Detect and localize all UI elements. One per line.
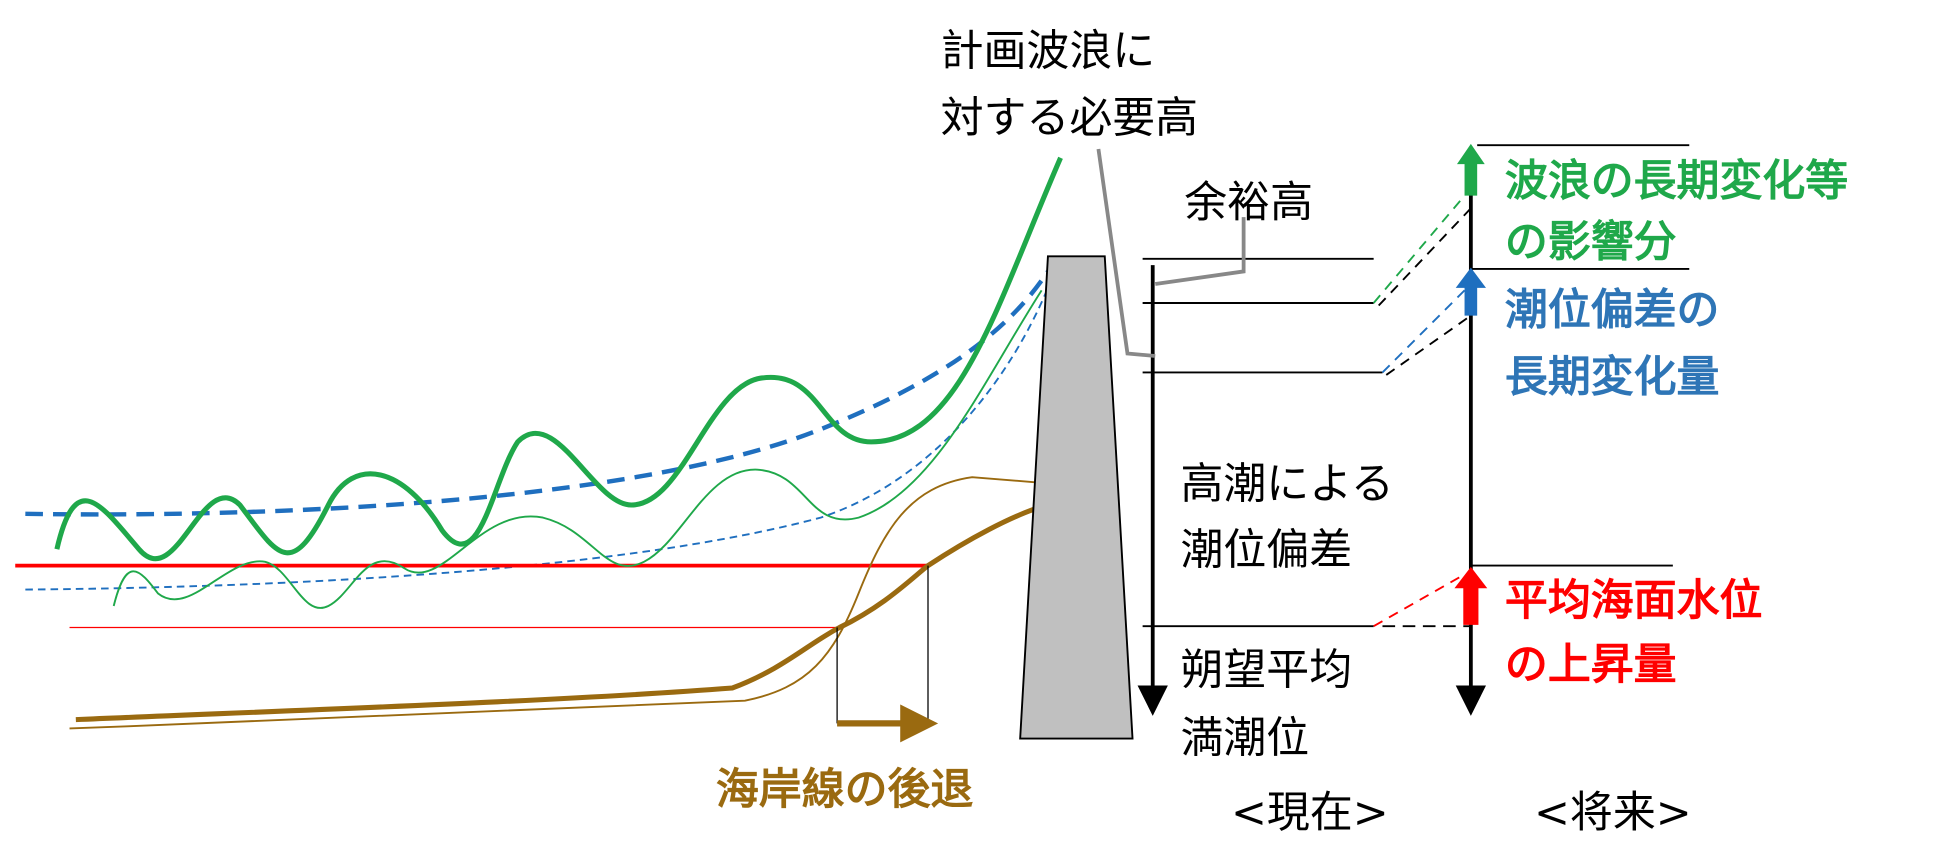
label: 潮位偏差 <box>1180 525 1352 575</box>
label: の上昇量 <box>1505 640 1677 690</box>
label: 余裕高 <box>1184 178 1313 228</box>
seawall <box>1019 255 1134 740</box>
label: 潮位偏差の <box>1505 285 1720 335</box>
label: 朔望平均 <box>1180 645 1352 695</box>
label: 対する必要高 <box>941 94 1198 144</box>
caption: <将来> <box>1534 788 1692 838</box>
label: 波浪の長期変化等 <box>1505 157 1848 207</box>
future-levels <box>1372 143 1690 716</box>
svg-text:▽: ▽ <box>10 559 26 583</box>
label: 高潮による <box>1180 460 1393 510</box>
present-levels <box>1096 148 1383 716</box>
label: 長期変化量 <box>1505 352 1720 402</box>
label: の影響分 <box>1505 217 1677 267</box>
label: 平均海面水位 <box>1505 576 1762 626</box>
sea-profile: ▽▽ <box>10 156 1063 743</box>
label: 計画波浪に <box>941 27 1156 77</box>
caption: <現在> <box>1231 788 1389 838</box>
label: 満潮位 <box>1180 713 1309 763</box>
label: 海岸線の後退 <box>716 765 974 815</box>
svg-text:▽: ▽ <box>10 483 26 507</box>
